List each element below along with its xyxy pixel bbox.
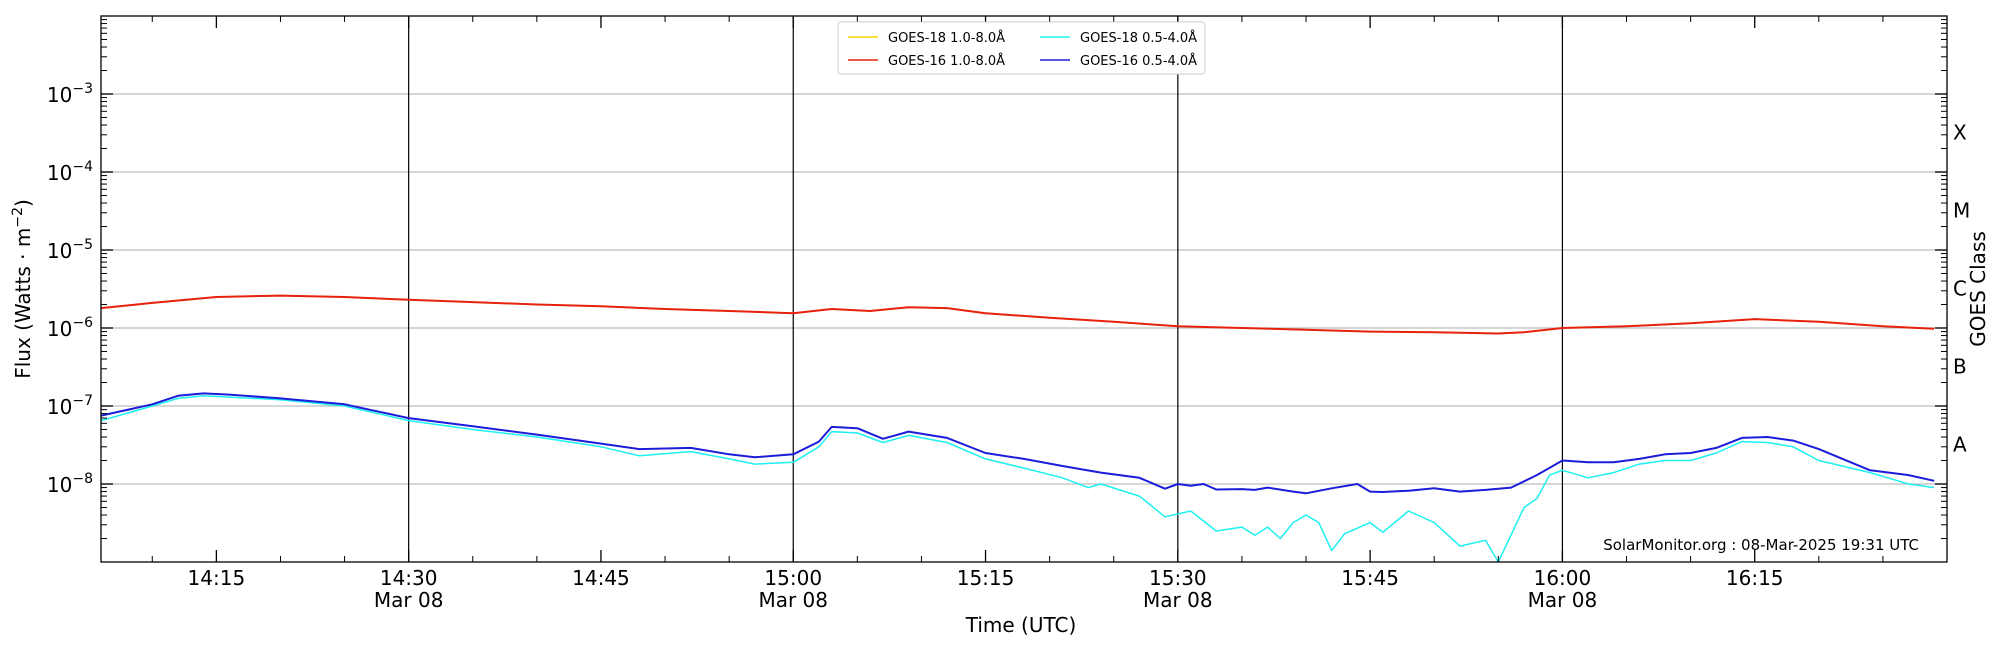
series-layer (101, 294, 1935, 562)
legend-box (837, 21, 1206, 75)
y-tick-label: 10−5 (47, 237, 93, 263)
goes-class-labels: A B C M X (1953, 121, 1970, 457)
x-tick-label: 15:45 (1341, 566, 1399, 590)
legend-entry: GOES-16 1.0-8.0Å (888, 53, 1005, 69)
credit-text: SolarMonitor.org : 08-Mar-2025 19:31 UTC (1603, 536, 1919, 554)
y-tick-label: 10−6 (47, 315, 93, 341)
goes-class-label: B (1953, 355, 1967, 379)
x-tick-label: 15:15 (957, 566, 1015, 590)
x-tick-label: 16:00 (1534, 566, 1592, 590)
plot-frame (100, 15, 1948, 563)
series-line-4 (101, 392, 1935, 495)
legend: GOES-18 1.0-8.0Å GOES-16 1.0-8.0Å GOES-18 … (837, 21, 1206, 75)
x-tick-date-label: Mar 08 (1143, 588, 1213, 612)
plot-area (101, 294, 1935, 562)
goes-class-label: M (1953, 199, 1970, 223)
goes-class-label: C (1953, 277, 1967, 301)
y-tick-labels: 10−8 10−7 10−6 10−5 10−4 10−3 (47, 81, 93, 497)
x-tick-label: 14:45 (572, 566, 630, 590)
x-tick-date-label: Mar 08 (1528, 588, 1598, 612)
series-line-2 (101, 294, 1935, 335)
legend-entry: GOES-18 1.0-8.0Å (888, 30, 1005, 46)
y-tick-label: 10−8 (47, 471, 93, 497)
right-axis-title: GOES Class (1966, 231, 1990, 347)
x-tick-label: 15:30 (1149, 566, 1207, 590)
x-tick-label: 16:15 (1726, 566, 1784, 590)
x-tick-label: 14:15 (188, 566, 246, 590)
x-tick-date-label: Mar 08 (374, 588, 444, 612)
legend-entry: GOES-18 0.5-4.0Å (1080, 30, 1197, 46)
goes-class-label: X (1953, 121, 1967, 145)
y-tick-label: 10−7 (47, 393, 93, 419)
x-tick-date-label: Mar 08 (758, 588, 828, 612)
y-tick-label: 10−3 (47, 81, 93, 107)
goes-class-label: A (1953, 433, 1967, 457)
x-tick-label: 15:00 (764, 566, 822, 590)
y-axis-title: Flux (Watts · m−2) (10, 199, 35, 379)
y-tick-label: 10−4 (47, 159, 93, 185)
series-line-3 (101, 395, 1935, 562)
legend-entry: GOES-16 0.5-4.0Å (1080, 53, 1197, 69)
x-axis-title: Time (UTC) (965, 613, 1077, 637)
x-tick-label: 14:30 (380, 566, 438, 590)
axis-ticks (101, 16, 1947, 562)
